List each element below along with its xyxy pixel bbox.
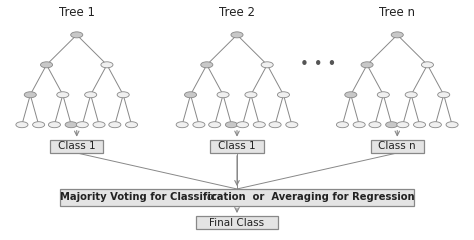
Circle shape [217, 92, 229, 98]
Circle shape [176, 122, 188, 128]
Circle shape [253, 122, 265, 128]
Circle shape [397, 122, 409, 128]
Circle shape [126, 122, 137, 128]
Circle shape [446, 122, 458, 128]
Circle shape [231, 32, 243, 38]
Circle shape [429, 122, 441, 128]
Circle shape [413, 122, 426, 128]
Circle shape [101, 62, 113, 68]
Circle shape [226, 122, 237, 128]
Circle shape [353, 122, 365, 128]
Circle shape [201, 62, 213, 68]
Circle shape [269, 122, 281, 128]
Text: Tree 1: Tree 1 [59, 6, 95, 19]
Circle shape [391, 32, 403, 38]
Text: • • •: • • • [300, 57, 337, 72]
Circle shape [71, 32, 83, 38]
Circle shape [369, 122, 381, 128]
Circle shape [345, 92, 357, 98]
Circle shape [109, 122, 121, 128]
Circle shape [421, 62, 434, 68]
Circle shape [117, 92, 129, 98]
Circle shape [40, 62, 53, 68]
Circle shape [245, 92, 257, 98]
Circle shape [24, 92, 36, 98]
Circle shape [361, 62, 373, 68]
Circle shape [286, 122, 298, 128]
Circle shape [377, 92, 389, 98]
FancyBboxPatch shape [196, 216, 278, 229]
Text: Tree n: Tree n [379, 6, 415, 19]
Circle shape [337, 122, 348, 128]
Text: Final Class: Final Class [210, 218, 264, 228]
Circle shape [209, 122, 221, 128]
Text: Class 1: Class 1 [218, 141, 256, 151]
FancyBboxPatch shape [50, 140, 103, 153]
Circle shape [76, 122, 88, 128]
Text: Class 1: Class 1 [58, 141, 96, 151]
Text: or: or [206, 192, 217, 202]
FancyBboxPatch shape [371, 140, 424, 153]
Circle shape [85, 92, 97, 98]
FancyBboxPatch shape [61, 189, 413, 206]
FancyBboxPatch shape [210, 140, 264, 153]
Circle shape [193, 122, 205, 128]
Circle shape [93, 122, 105, 128]
Circle shape [261, 62, 273, 68]
Circle shape [438, 92, 450, 98]
Circle shape [184, 92, 197, 98]
Circle shape [277, 92, 290, 98]
Circle shape [65, 122, 77, 128]
Text: Class n: Class n [378, 141, 416, 151]
Circle shape [48, 122, 61, 128]
Circle shape [405, 92, 417, 98]
Text: Majority Voting for Classification  or  Averaging for Regression: Majority Voting for Classification or Av… [60, 192, 414, 202]
Circle shape [237, 122, 248, 128]
Text: Tree 2: Tree 2 [219, 6, 255, 19]
Circle shape [57, 92, 69, 98]
Circle shape [386, 122, 398, 128]
Circle shape [16, 122, 28, 128]
Circle shape [33, 122, 45, 128]
